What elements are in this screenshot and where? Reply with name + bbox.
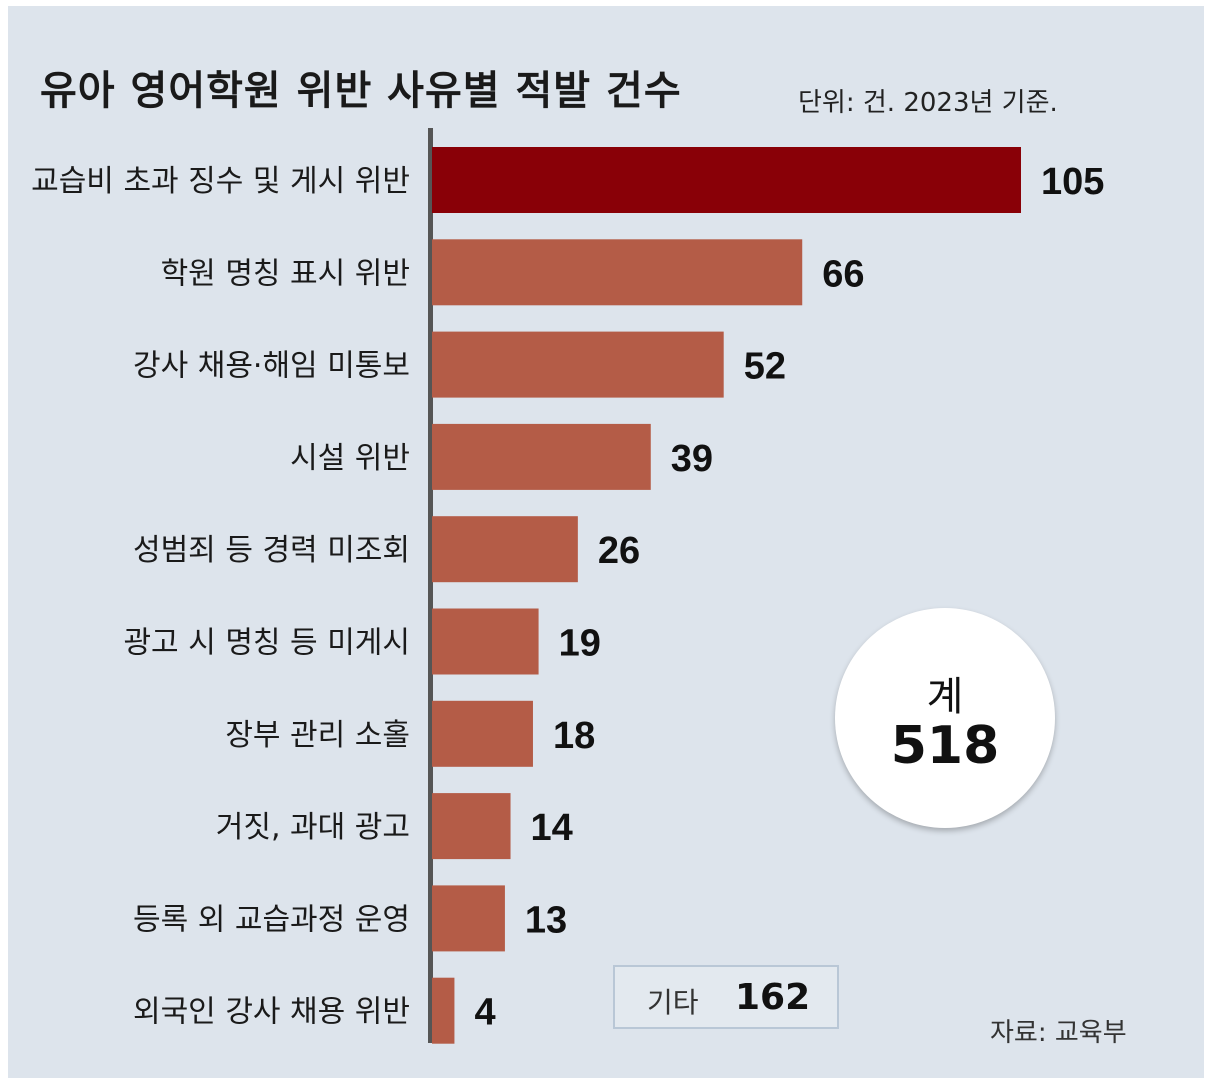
category-label: 강사 채용·해임 미통보 bbox=[133, 349, 410, 384]
bar bbox=[432, 331, 724, 398]
category-label: 외국인 강사 채용 위반 bbox=[133, 995, 410, 1030]
total-circle: 계 518 bbox=[835, 608, 1055, 828]
bar bbox=[432, 516, 578, 583]
bar bbox=[432, 239, 803, 306]
value-label: 39 bbox=[671, 438, 713, 480]
total-label: 계 bbox=[926, 674, 964, 720]
total-value: 518 bbox=[890, 716, 1000, 776]
category-label: 거짓, 과대 광고 bbox=[216, 810, 410, 845]
value-label: 52 bbox=[744, 346, 786, 388]
category-label: 학원 명칭 표시 위반 bbox=[161, 256, 410, 291]
value-label: 66 bbox=[822, 253, 864, 295]
bar bbox=[432, 700, 533, 767]
category-label: 등록 외 교습과정 운영 bbox=[133, 902, 410, 937]
bar bbox=[432, 793, 511, 860]
bar bbox=[432, 147, 1021, 213]
value-label: 13 bbox=[525, 899, 567, 941]
category-label: 교습비 초과 징수 및 게시 위반 bbox=[31, 164, 410, 199]
source-note: 자료: 교육부 bbox=[990, 1018, 1127, 1048]
bar bbox=[432, 977, 455, 1044]
unit-note: 단위: 건. 2023년 기준. bbox=[798, 88, 1058, 118]
bar bbox=[432, 423, 651, 490]
value-label: 4 bbox=[474, 992, 495, 1034]
value-label: 18 bbox=[553, 715, 595, 757]
y-axis-line bbox=[428, 128, 433, 1043]
other-box: 기타 162 bbox=[613, 965, 839, 1029]
category-label: 성범죄 등 경력 미조회 bbox=[133, 533, 410, 568]
category-label: 시설 위반 bbox=[290, 441, 410, 476]
bar bbox=[432, 885, 505, 952]
other-label: 기타 bbox=[647, 986, 699, 1019]
category-label: 광고 시 명칭 등 미게시 bbox=[123, 626, 410, 661]
value-label: 19 bbox=[559, 623, 601, 665]
other-value: 162 bbox=[735, 977, 811, 1018]
value-label: 105 bbox=[1041, 161, 1104, 203]
bar bbox=[432, 608, 539, 675]
chart-title: 유아 영어학원 위반 사유별 적발 건수 bbox=[40, 68, 682, 114]
value-label: 26 bbox=[598, 530, 640, 572]
value-label: 14 bbox=[531, 807, 573, 849]
category-label: 장부 관리 소홀 bbox=[225, 718, 410, 753]
